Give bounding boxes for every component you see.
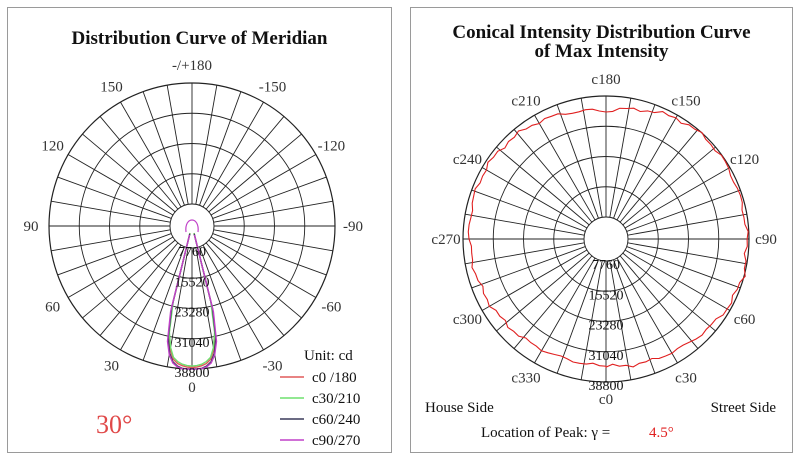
conical-angle-label: c0 (599, 392, 613, 408)
meridian-title: Distribution Curve of Meridian (71, 28, 328, 49)
conical-angle-label: c120 (730, 152, 759, 168)
meridian-ring-1 (169, 203, 215, 249)
conical-series-1-line (467, 107, 749, 368)
conical-panel: Conical Intensity Distribution Curve of … (410, 7, 793, 453)
meridian-series-4-line (166, 234, 218, 370)
meridian-ring-2 (139, 173, 245, 279)
meridian-angle-label: -90 (343, 219, 363, 235)
meridian-polar-chart: 0 30 60 90 120 150 -/+180 -150 -120 -90 -60 -30 7760… (24, 58, 364, 449)
meridian-angle-label: -/+180 (172, 58, 212, 74)
conical-radial-label-4: 31040 (589, 349, 624, 364)
meridian-unit-label: Unit: cd (304, 348, 353, 364)
conical-radial-label-3: 23280 (589, 319, 624, 334)
conical-ring-3 (523, 156, 689, 322)
meridian-angle-label: 0 (188, 380, 196, 396)
legend-label-2: c30/210 (312, 391, 360, 407)
meridian-ring-3 (109, 143, 275, 309)
conical-title-line1: Conical Intensity Distribution Curve (452, 22, 751, 43)
conical-angle-label: c90 (755, 232, 777, 248)
street-side-label: Street Side (711, 400, 777, 416)
conical-title-line2: of Max Intensity (534, 41, 669, 62)
conical-ring-2 (553, 186, 659, 292)
meridian-angle-label: 120 (41, 139, 64, 155)
conical-radial-label-1: 7760 (592, 258, 620, 273)
legend-label-1: c0 /180 (312, 370, 357, 386)
conical-radial-label-2: 15520 (589, 288, 624, 303)
peak-location-value: 4.5° (649, 425, 674, 441)
conical-angle-label: c240 (453, 152, 482, 168)
meridian-radial-label-2: 15520 (175, 275, 210, 290)
conical-angle-label: c60 (734, 312, 756, 328)
conical-angle-label: c210 (511, 93, 540, 109)
meridian-panel: Distribution Curve of Meridian 0 30 60 90 12… (7, 7, 392, 453)
meridian-radial-label-5: 38800 (175, 366, 210, 381)
meridian-angle-label: 150 (100, 80, 123, 96)
conical-radial-label-5: 38800 (589, 379, 624, 394)
meridian-angle-label: -150 (259, 80, 287, 96)
meridian-angle-label: -30 (263, 358, 283, 374)
tilt-angle-label: 30° (96, 410, 132, 439)
meridian-radial-label-1: 7760 (178, 245, 206, 260)
conical-angle-label: c270 (431, 232, 460, 248)
conical-angle-label: c150 (671, 93, 700, 109)
meridian-angle-label: 90 (24, 219, 39, 235)
conical-ring-1 (583, 216, 629, 262)
meridian-back-lobe (185, 219, 199, 233)
meridian-ring-4 (78, 112, 306, 340)
peak-location-label: Location of Peak: γ = (481, 425, 610, 441)
conical-angle-label: c30 (675, 371, 697, 387)
legend-label-4: c90/270 (312, 433, 360, 449)
meridian-series-2-line (168, 232, 216, 367)
meridian-angle-label: 60 (45, 300, 60, 316)
meridian-radial-label-3: 23280 (175, 306, 210, 321)
meridian-angle-label: -120 (318, 139, 346, 155)
conical-angle-label: c180 (591, 72, 620, 88)
meridian-angle-label: -60 (321, 300, 341, 316)
conical-ring-4 (492, 125, 720, 353)
conical-ring-5 (462, 95, 750, 383)
conical-angle-label: c300 (453, 312, 482, 328)
house-side-label: House Side (425, 400, 494, 416)
meridian-angle-label: 30 (104, 358, 119, 374)
conical-polar-chart: c0 c30 c60 c90 c120 c150 c180 c210 c240 c270 c300 c… (425, 72, 777, 441)
meridian-radial-label-4: 31040 (175, 336, 210, 351)
legend-label-3: c60/240 (312, 412, 360, 428)
conical-angle-label: c330 (511, 371, 540, 387)
